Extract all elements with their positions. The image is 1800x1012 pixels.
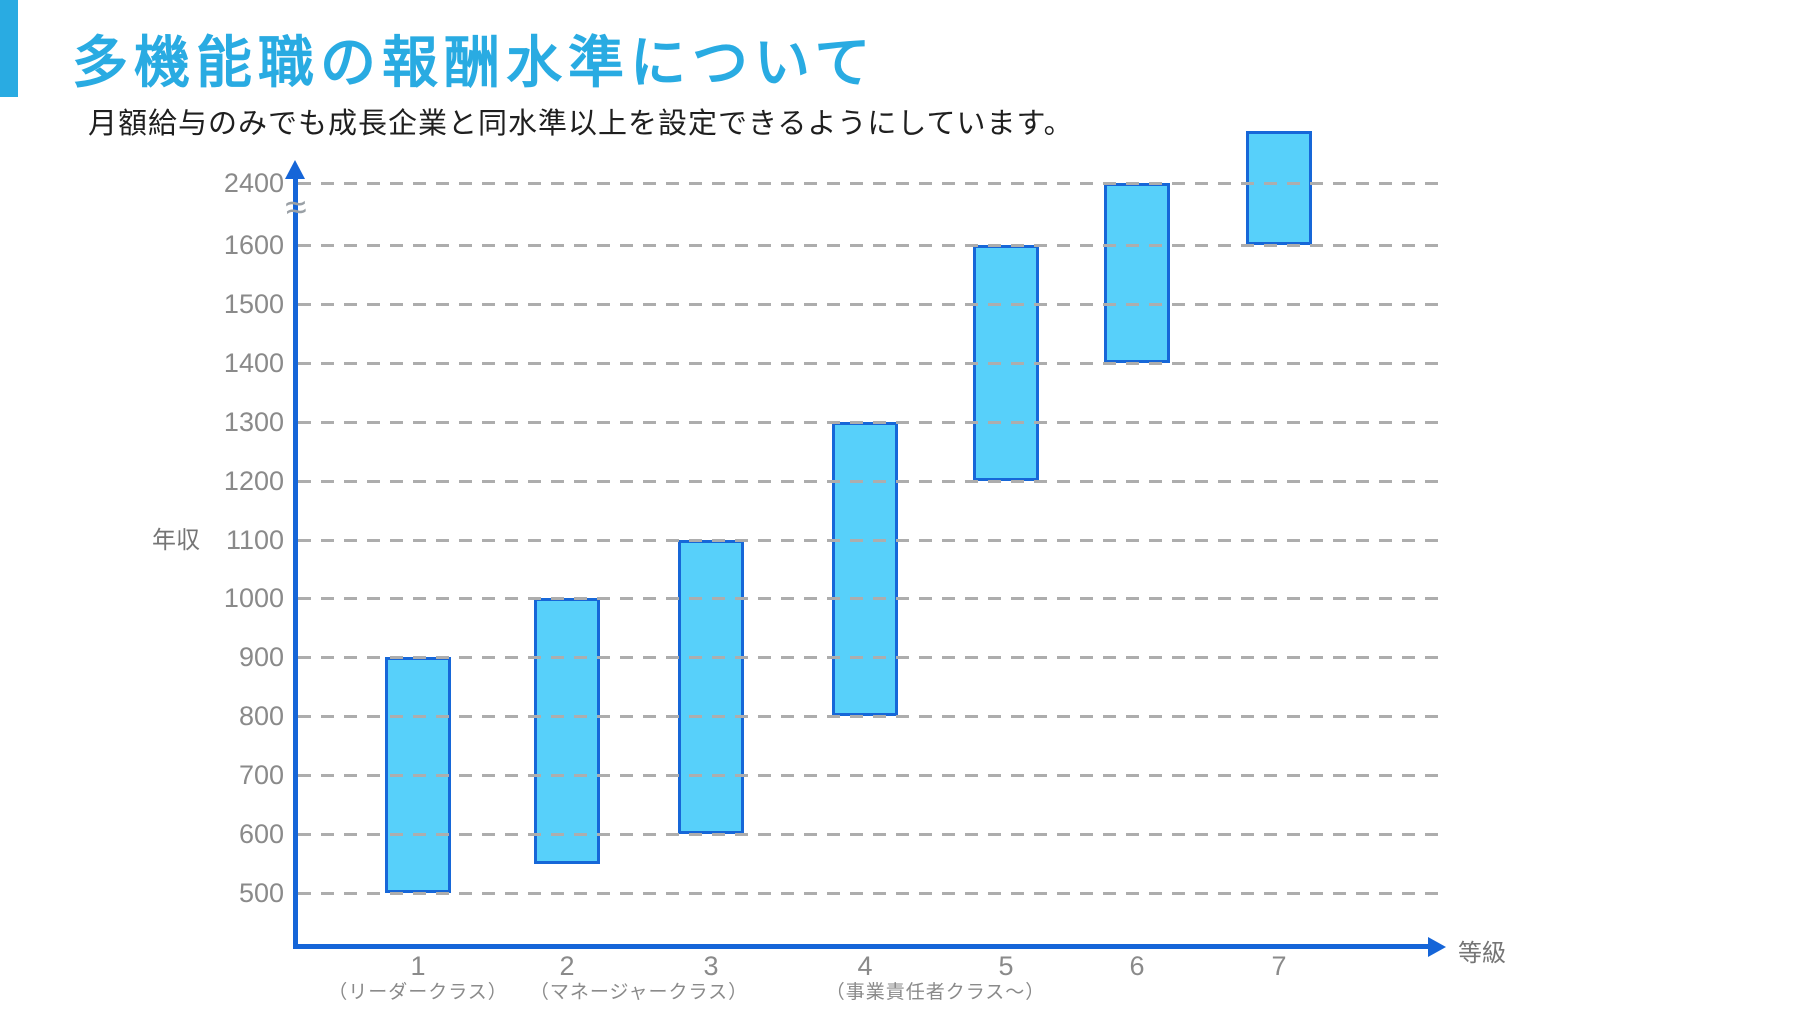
page-subtitle: 月額給与のみでも成長企業と同水準以上を設定できるようにしています。 bbox=[88, 108, 1074, 140]
y-tick-label-500: 500 bbox=[238, 878, 284, 908]
x-tick-label-3: 3 bbox=[703, 951, 719, 981]
page-title: 多機能職の報酬水準について bbox=[72, 31, 877, 94]
x-axis-line bbox=[293, 944, 1431, 949]
y-tick-label-800: 800 bbox=[238, 701, 284, 732]
y-tick-label-1400: 1400 bbox=[223, 347, 284, 378]
y-tick-label-1600: 1600 bbox=[223, 230, 284, 260]
gridline-1100 bbox=[298, 538, 1443, 542]
y-tick-label-1100: 1100 bbox=[225, 524, 284, 555]
gridline-600 bbox=[298, 833, 1443, 837]
x-tick-label-4: 4 bbox=[857, 951, 873, 981]
salary-range-bar-grade-4 bbox=[832, 421, 898, 717]
y-tick-label-900: 900 bbox=[238, 642, 284, 673]
class-annotation-1: （リーダークラス） bbox=[328, 982, 508, 1003]
x-tick-label-7: 7 bbox=[1271, 951, 1287, 981]
gridline-1200 bbox=[298, 479, 1443, 483]
y-tick-label-1000: 1000 bbox=[223, 583, 284, 614]
gridline-2400 bbox=[298, 182, 1443, 185]
x-axis-arrow-icon bbox=[1428, 937, 1446, 957]
gridline-1300 bbox=[298, 420, 1443, 424]
y-axis-title: 年収 bbox=[152, 527, 200, 554]
gridline-1500 bbox=[298, 302, 1443, 306]
gridline-1600 bbox=[298, 244, 1443, 247]
y-tick-label-1500: 1500 bbox=[223, 288, 284, 319]
y-tick-label-1300: 1300 bbox=[223, 406, 284, 437]
x-tick-label-5: 5 bbox=[998, 951, 1014, 981]
salary-range-bar-grade-6 bbox=[1104, 183, 1170, 363]
gridline-500 bbox=[298, 892, 1443, 895]
gridline-1400 bbox=[298, 361, 1443, 365]
y-axis-arrow-icon bbox=[285, 160, 305, 179]
salary-range-bar-grade-3 bbox=[678, 539, 744, 835]
gridline-1000 bbox=[298, 597, 1443, 601]
y-axis-break-icon: ≈ bbox=[283, 186, 309, 230]
gridline-900 bbox=[298, 656, 1443, 660]
y-tick-label-2400: 2400 bbox=[223, 168, 284, 198]
gridline-800 bbox=[298, 715, 1443, 719]
x-tick-label-2: 2 bbox=[559, 951, 575, 981]
y-tick-label-600: 600 bbox=[238, 819, 284, 850]
y-tick-label-700: 700 bbox=[238, 760, 284, 791]
x-tick-label-6: 6 bbox=[1129, 951, 1145, 981]
y-axis-line bbox=[293, 176, 298, 949]
x-axis-title: 等級 bbox=[1458, 940, 1506, 967]
gridline-700 bbox=[298, 774, 1443, 778]
salary-range-bar-grade-7 bbox=[1246, 131, 1312, 245]
class-annotation-2: （マネージャークラス） bbox=[529, 982, 749, 1003]
title-accent-bar bbox=[0, 0, 18, 97]
x-tick-label-1: 1 bbox=[410, 951, 426, 981]
salary-range-bar-grade-2 bbox=[534, 598, 600, 864]
class-annotation-3: （事業責任者クラス〜） bbox=[825, 982, 1046, 1003]
y-tick-label-1200: 1200 bbox=[223, 465, 284, 496]
